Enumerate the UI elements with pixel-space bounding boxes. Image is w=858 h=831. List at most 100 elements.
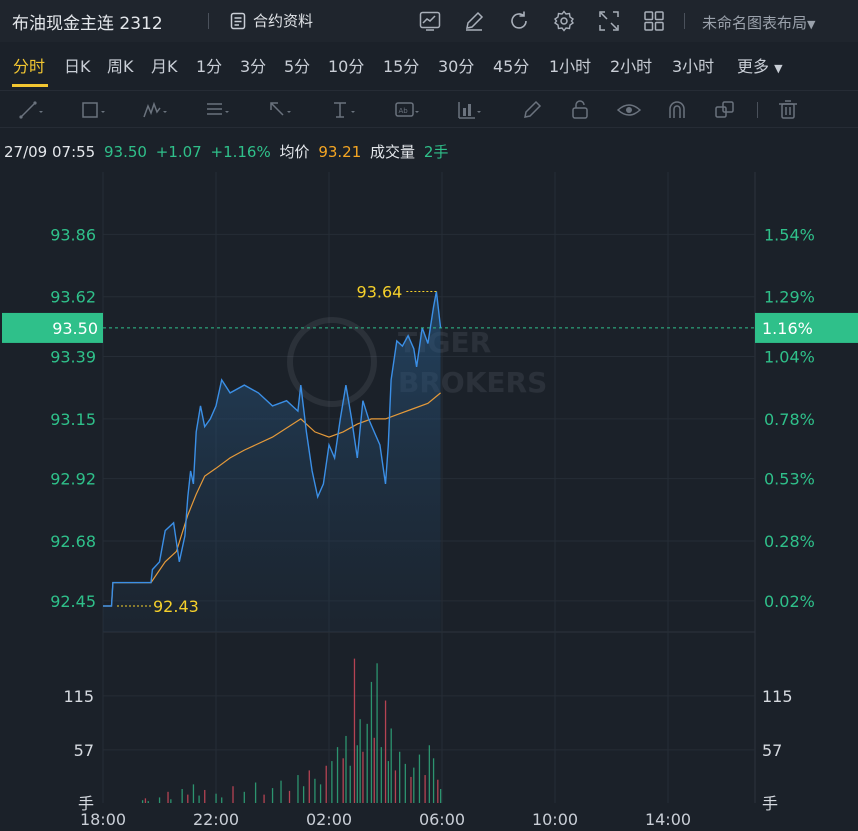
text-cursor-tool-icon[interactable] [330,98,356,122]
volume-bar [336,747,339,803]
contract-info-button[interactable]: 合约资料 [230,10,313,31]
volume-bar [356,745,358,803]
arrow-tool-icon[interactable] [266,98,292,122]
brush-tool-icon[interactable] [520,98,546,122]
volume-bar [380,747,382,803]
average-price-label: 均价 [279,143,310,161]
volume-value: 2手 [423,143,449,161]
average-price-value: 93.21 [318,143,362,161]
fibonacci-tool-icon[interactable] [204,98,230,122]
volume-tick-label-right: 手 [762,794,778,813]
volume-bar [181,789,183,803]
price-tick-label: 93.86 [50,225,96,244]
volume-bar [288,790,291,803]
time-tick-label: 14:00 [645,810,691,829]
axis-labels: 93.86 1.54% 93.62 1.29% 93.39 1.04% 93.15 0.78%… [50,225,815,829]
period-tab-daily[interactable]: 日K [64,57,91,76]
time-tick-label: 06:00 [419,810,465,829]
volume-bar [390,728,392,803]
volume-bar [280,780,282,803]
percent-tick-label: 1.54% [764,225,815,244]
volume-bar [297,775,299,803]
volume-bar [342,758,344,803]
svg-text:Ab: Ab [399,107,409,115]
volume-bar [394,770,397,803]
gear-icon[interactable] [552,9,576,33]
period-tab-monthly[interactable]: 月K [151,57,178,76]
quote-datetime: 27/09 07:55 [4,143,96,161]
layout-name-label: 未命名图表布局 [702,14,808,32]
current-percent-tag-text: 1.16% [762,319,813,338]
period-tab-more[interactable]: 更多 ▼ [737,53,783,77]
volume-bar [147,801,149,803]
period-tab-45min[interactable]: 45分 [493,57,530,76]
layout-selector[interactable]: 未命名图表布局▼ [702,12,815,33]
period-tab-30min[interactable]: 30分 [438,57,475,76]
wave-pattern-tool-icon[interactable] [142,98,168,122]
period-tab-2hour[interactable]: 2小时 [610,57,653,76]
pencil-icon[interactable] [462,9,486,33]
period-tab-1min[interactable]: 1分 [196,57,223,76]
period-tab-intraday[interactable]: 分时 [13,57,46,76]
current-price-tag [2,312,103,343]
volume-tick-label: 手 [78,794,94,813]
period-tab-3min[interactable]: 3分 [240,57,267,76]
volume-bar [349,765,351,803]
volume-bar [319,784,322,803]
volume-bar [198,795,200,803]
period-tab-5min[interactable]: 5分 [284,57,311,76]
layout-divider [684,13,685,29]
volume-bar [308,770,310,803]
volume-bar [418,754,421,803]
time-tick-label: 22:00 [193,810,239,829]
period-tab-10min[interactable]: 10分 [328,57,365,76]
period-tab-15min[interactable]: 15分 [383,57,420,76]
volume-bar [413,767,415,803]
volume-bar [439,789,442,803]
grid-layout-icon[interactable] [642,9,666,33]
volume-bar [432,758,435,803]
volume-label: 成交量 [370,143,416,161]
volume-bar [204,789,206,803]
trendline-tool-icon[interactable] [18,98,44,122]
percent-tick-label: 0.53% [764,470,815,489]
period-bar: 分时 日K 周K 月K 1分 3分 5分 10分 15分 30分 45分 1小时… [0,42,858,90]
volume-bar [428,745,430,803]
annotation-tool-icon[interactable]: Ab [394,98,420,122]
volume-bar [302,786,305,803]
magnet-icon[interactable] [664,98,690,122]
volume-bar [437,779,439,803]
volume-bar [271,788,274,803]
fullscreen-icon[interactable] [597,9,621,33]
eye-icon[interactable] [616,98,642,122]
volume-bar [141,800,144,803]
instrument-title: 布油现金主连 2312 [12,14,163,34]
price-area [103,291,441,632]
more-label: 更多 [737,57,770,76]
volume-tick-label-right: 57 [762,741,782,760]
bar-chart-tool-icon[interactable] [456,98,482,122]
layers-icon[interactable] [712,98,738,122]
lock-icon[interactable] [568,98,594,122]
caret-down-icon: ▼ [807,18,816,31]
trash-icon[interactable] [776,98,802,122]
volume-bar [232,786,234,803]
volume-bar [192,784,195,803]
document-icon [230,12,246,29]
volume-bar [170,799,172,803]
period-tab-weekly[interactable]: 周K [107,57,134,76]
quote-price: 93.50 [104,143,147,161]
volume-bars [141,658,442,803]
rectangle-tool-icon[interactable] [80,98,106,122]
period-tab-1hour[interactable]: 1小时 [549,57,592,76]
volume-tick-label: 57 [74,741,94,760]
indicator-chart-icon[interactable] [418,9,442,33]
low-marker-label: 92.43 [153,597,199,616]
refresh-icon[interactable] [507,9,531,33]
time-tick-label: 02:00 [306,810,352,829]
volume-tick-label-right: 115 [762,687,793,706]
period-tab-3hour[interactable]: 3小时 [672,57,715,76]
volume-bar [362,751,364,803]
volume-bar [387,761,390,803]
